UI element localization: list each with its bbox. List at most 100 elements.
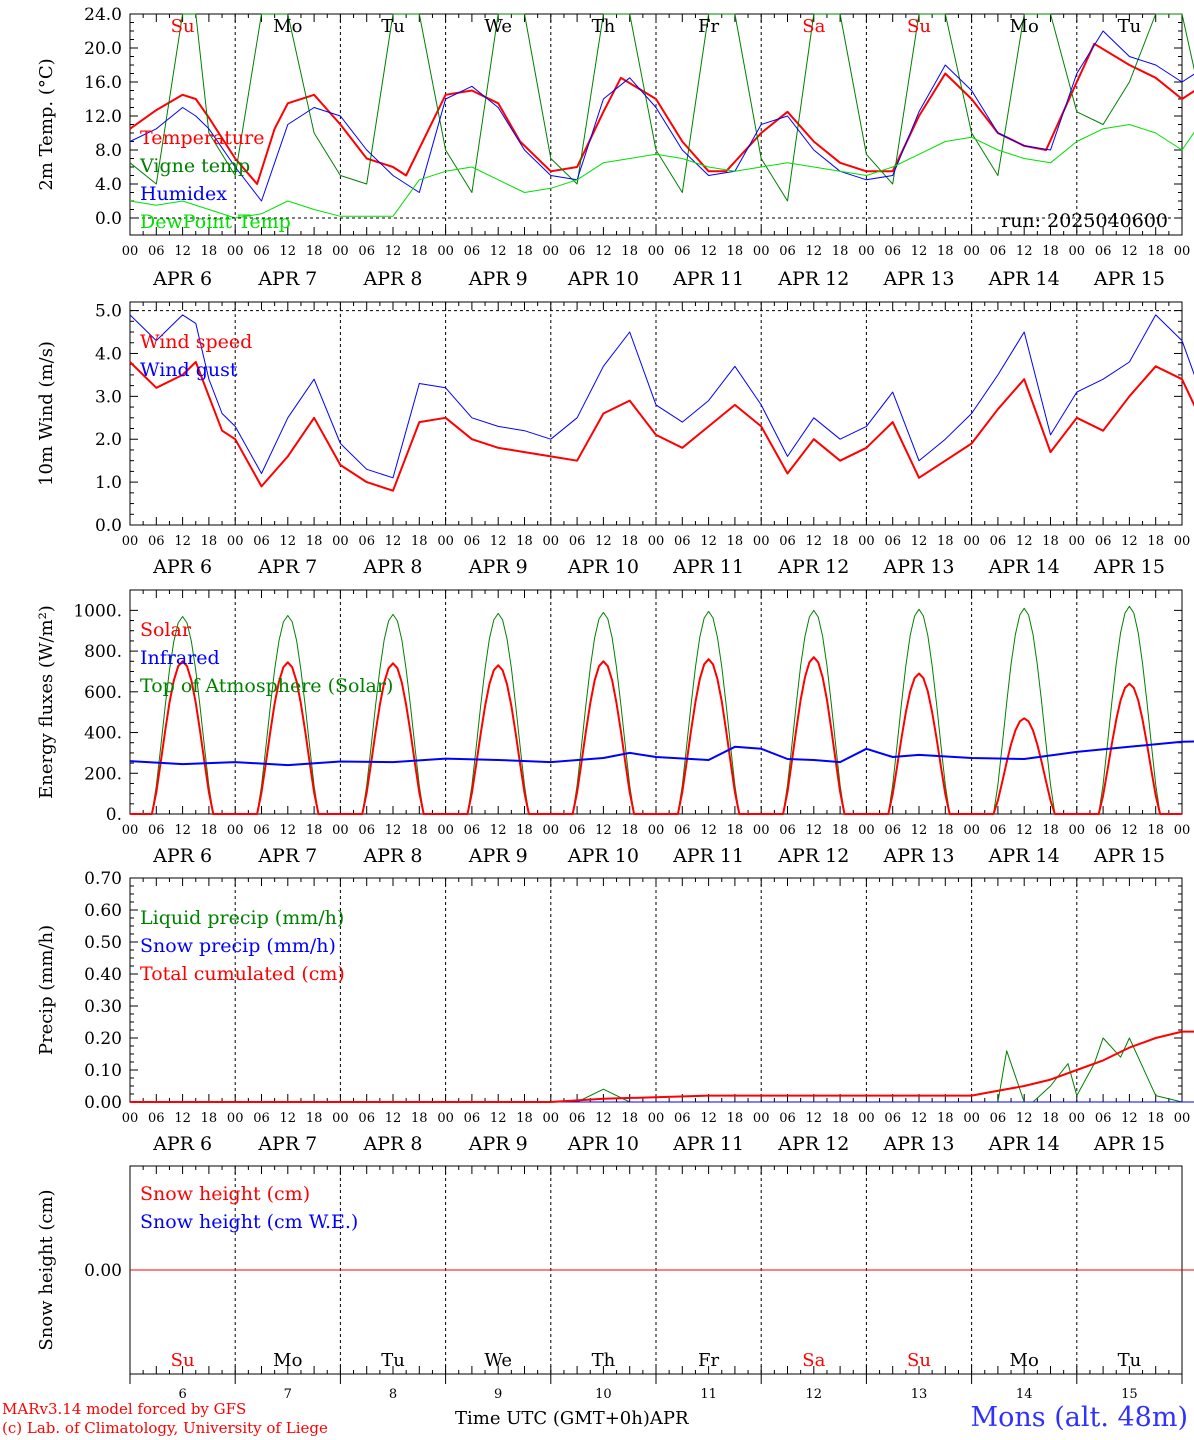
date-label: APR 13 xyxy=(882,556,954,578)
date-label: APR 13 xyxy=(882,1133,954,1155)
y-axis-label: Snow height (cm) xyxy=(36,1189,57,1350)
y-tick-label: 0.30 xyxy=(84,997,122,1017)
y-tick-label: 800. xyxy=(84,642,122,662)
hour-label: 00 xyxy=(1069,823,1086,838)
hour-label: 18 xyxy=(1042,244,1059,259)
hour-label: 06 xyxy=(569,534,586,549)
hour-label: 18 xyxy=(201,244,218,259)
hour-label: 06 xyxy=(779,1111,796,1126)
hour-label: 12 xyxy=(280,1111,297,1126)
y-axis-label: Precip (mm/h) xyxy=(36,925,57,1055)
date-label: APR 14 xyxy=(988,1133,1060,1155)
run-annotation: run: 2025040600 xyxy=(1001,210,1168,232)
legend-item: Humidex xyxy=(140,183,227,205)
panel-precip: 0.00 0.10 0.20 0.30 0.40 0.50 0.60 0.70 Precip (… xyxy=(36,869,1194,1155)
date-label: APR 7 xyxy=(257,556,317,578)
day-name: Tu xyxy=(1118,16,1142,37)
y-tick-label: 0.00 xyxy=(84,1261,122,1281)
hour-label: 00 xyxy=(227,534,244,549)
y-tick-label: 0. xyxy=(106,805,122,825)
hour-label: 18 xyxy=(832,823,849,838)
hour-label: 18 xyxy=(516,534,533,549)
day-name: Mo xyxy=(273,1350,302,1371)
hour-label: 18 xyxy=(1147,823,1164,838)
hour-label: 18 xyxy=(1147,244,1164,259)
y-tick-label: 0.10 xyxy=(84,1061,122,1081)
hour-label: 18 xyxy=(832,1111,849,1126)
lab-text: (c) Lab. of Climatology, University of L… xyxy=(2,1419,328,1437)
date-label: APR 11 xyxy=(672,556,744,578)
legend-item: Snow precip (mm/h) xyxy=(140,935,336,957)
legend-item: Snow height (cm) xyxy=(140,1183,310,1205)
hour-label: 12 xyxy=(1121,244,1138,259)
hour-label: 06 xyxy=(779,823,796,838)
hour-label: 00 xyxy=(1069,534,1086,549)
hour-label: 06 xyxy=(569,244,586,259)
hour-label: 12 xyxy=(595,823,612,838)
hour-label: 18 xyxy=(1042,1111,1059,1126)
hour-label: 06 xyxy=(569,1111,586,1126)
hour-label: 06 xyxy=(779,244,796,259)
hour-label: 12 xyxy=(700,823,717,838)
y-tick-label: 1000. xyxy=(73,601,122,621)
date-label: APR 10 xyxy=(567,845,639,867)
hour-label: 06 xyxy=(1095,244,1112,259)
x-axis-label: Time UTC (GMT+0h)APR xyxy=(455,1408,689,1429)
hour-label: 00 xyxy=(858,534,875,549)
hour-label: 00 xyxy=(122,1111,139,1126)
y-tick-label: 0.0 xyxy=(95,516,122,536)
hour-label: 12 xyxy=(174,534,191,549)
hour-label: 18 xyxy=(306,244,323,259)
y-tick-label: 0.50 xyxy=(84,933,122,953)
hour-label: 06 xyxy=(253,244,270,259)
y-tick-label: 24.0 xyxy=(84,5,122,25)
hour-label: 12 xyxy=(1016,534,1033,549)
hour-label: 00 xyxy=(753,823,770,838)
hour-label: 18 xyxy=(937,1111,954,1126)
date-label: APR 9 xyxy=(468,845,528,867)
y-tick-label: 0.20 xyxy=(84,1029,122,1049)
day-number: 9 xyxy=(494,1387,502,1402)
hour-label: 06 xyxy=(884,244,901,259)
hour-label: 12 xyxy=(385,244,402,259)
hour-label: 12 xyxy=(1121,1111,1138,1126)
hour-label: 12 xyxy=(595,1111,612,1126)
date-label: APR 10 xyxy=(567,556,639,578)
hour-label: 00 xyxy=(437,1111,454,1126)
legend-item: Snow height (cm W.E.) xyxy=(140,1211,358,1233)
hour-label: 00 xyxy=(648,1111,665,1126)
hour-label: 12 xyxy=(385,823,402,838)
day-name: Tu xyxy=(1118,1350,1142,1371)
series-infrared xyxy=(129,740,1194,767)
date-label: APR 8 xyxy=(363,268,423,290)
hour-label: 12 xyxy=(1016,244,1033,259)
hour-label: 18 xyxy=(727,534,744,549)
hour-label: 12 xyxy=(490,823,507,838)
date-label: APR 12 xyxy=(777,1133,849,1155)
hour-label: 18 xyxy=(937,244,954,259)
hour-label: 18 xyxy=(411,1111,428,1126)
hour-label: 00 xyxy=(858,244,875,259)
legend-item: Temperature xyxy=(140,127,264,149)
hour-label: 12 xyxy=(385,534,402,549)
hour-label: 12 xyxy=(280,823,297,838)
legend-item: Wind speed xyxy=(140,331,252,353)
hour-label: 00 xyxy=(437,534,454,549)
hour-label: 06 xyxy=(1095,823,1112,838)
hour-label: 06 xyxy=(990,244,1007,259)
hour-label: 18 xyxy=(727,244,744,259)
day-name: Mo xyxy=(1010,16,1039,37)
day-name: Su xyxy=(171,16,195,37)
date-label: APR 13 xyxy=(882,268,954,290)
y-tick-label: 0.70 xyxy=(84,869,122,889)
day-name: Mo xyxy=(1010,1350,1039,1371)
hour-label: 06 xyxy=(884,823,901,838)
hour-label: 00 xyxy=(227,823,244,838)
hour-label: 12 xyxy=(806,244,823,259)
hour-label: 12 xyxy=(806,1111,823,1126)
legend-item: DewPoint Temp xyxy=(140,211,291,233)
hour-label: 00 xyxy=(437,823,454,838)
date-label: APR 9 xyxy=(468,556,528,578)
